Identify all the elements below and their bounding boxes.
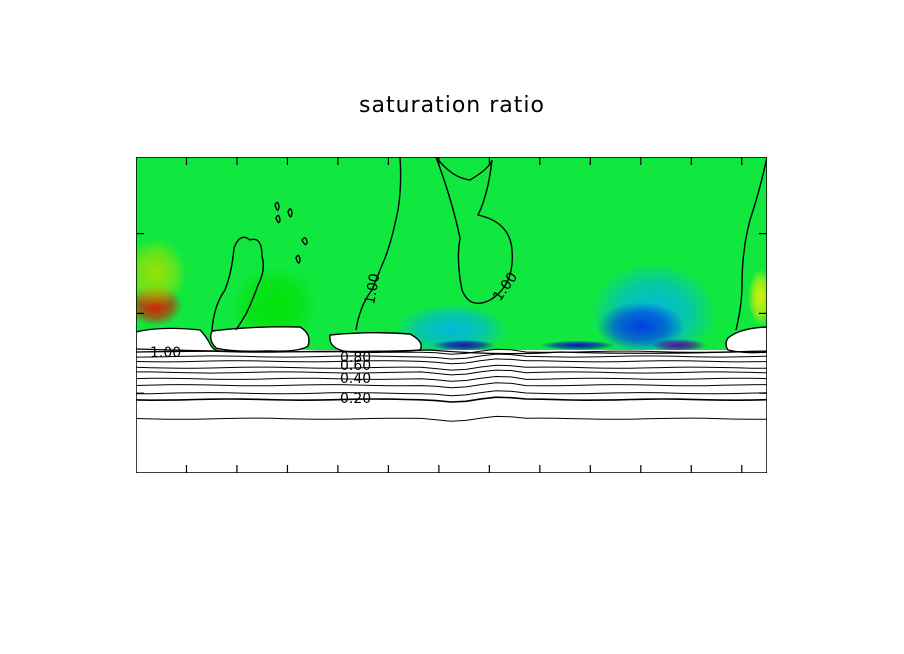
colorbar-swatch	[784, 216, 802, 230]
colorbar-swatch	[784, 310, 802, 324]
colorbar-swatch	[784, 378, 802, 392]
y-tick-label: 10	[109, 306, 127, 322]
contour-1-right	[735, 157, 767, 331]
colorbar-swatch	[784, 432, 802, 446]
chart-title: saturation ratio	[359, 93, 545, 118]
cloud-region	[725, 326, 767, 354]
colorbar-swatch	[784, 243, 802, 257]
y-tick-label: 5	[118, 386, 127, 402]
colorbar-tick-label: 1.0100	[808, 196, 854, 211]
x-tick-label: 28	[480, 484, 498, 500]
x-tick-label: 36	[581, 484, 599, 500]
x-axis: 4 8 12 16 20 24 28 32 36 40 44 48	[182, 157, 751, 500]
y-axis-title: Z−coordinate	[79, 250, 101, 380]
colorbar-swatch	[784, 419, 802, 433]
contour-line	[136, 382, 767, 389]
x-tick-label: 8	[232, 484, 241, 500]
field-blob	[650, 338, 707, 352]
colorbar-swatch	[784, 297, 802, 311]
contour-line	[136, 348, 767, 355]
contour-label: 0.40	[340, 371, 371, 387]
cloud-region	[209, 326, 310, 352]
contour-1-loop	[435, 157, 514, 304]
colorbar-swatch	[784, 392, 802, 406]
colorbar-swatch	[784, 283, 802, 297]
field-blob	[432, 339, 496, 351]
field-blob	[748, 268, 767, 327]
y-tick-label: 15	[109, 227, 127, 243]
x-tick-label: 16	[329, 484, 347, 500]
contour-label: 1.00	[150, 345, 181, 361]
colorbar-swatch	[784, 324, 802, 338]
x-tick-label: 40	[632, 484, 650, 500]
contour-line	[136, 396, 767, 403]
colorbar-tick-label: 1.0060	[808, 250, 854, 265]
colorbar-tick-label: 0.9940	[808, 413, 854, 428]
contour-line	[136, 358, 767, 365]
colorbar-swatch	[784, 338, 802, 352]
x-tick-label: 32	[531, 484, 549, 500]
contour-line	[136, 375, 767, 382]
colorbar-tick-label: 1.0020	[808, 304, 854, 319]
colorbar-tick-label: 0.9960	[808, 386, 854, 401]
contour-small-1	[274, 201, 280, 211]
x-tick-label: 48	[733, 484, 751, 500]
colorbar-tick-label: 0.9980	[808, 359, 854, 374]
colorbar-swatch	[784, 405, 802, 419]
x-tick-label: 20	[379, 484, 397, 500]
cloud-boundary	[136, 348, 767, 355]
contour-1-left	[211, 236, 265, 331]
x-tick-label: 44	[682, 484, 700, 500]
colorbar-tick-label: 0.9900	[808, 467, 854, 482]
contour-small-3	[275, 214, 281, 224]
subsaturated-layer	[136, 350, 767, 473]
contour-label: 0.80	[340, 350, 371, 366]
field-blobs	[136, 238, 767, 365]
field-blob	[136, 238, 187, 309]
field-blob	[230, 265, 319, 346]
contour-label: 1.00	[362, 272, 383, 305]
colorbar-tick-label: 1.0040	[808, 277, 854, 292]
contour-lines	[136, 348, 767, 422]
x-tick-label: 4	[182, 484, 191, 500]
x-tick-label: 12	[279, 484, 297, 500]
contour-small-5	[295, 254, 301, 264]
x-tick-label: 24	[430, 484, 448, 500]
x-unit-label-left: (×1000 m)	[48, 492, 124, 508]
plot-area: 1.00 1.00 1.00 0.80 0.60 0.40 0.20 4 8 12 1…	[48, 157, 854, 596]
contour-small-4	[301, 237, 308, 246]
field-blob	[596, 302, 685, 351]
colorbar-swatch	[784, 446, 802, 460]
colorbar-swatch	[784, 270, 802, 284]
colorbar-tick-label: 0.9920	[808, 440, 854, 455]
colorbar-swatch	[784, 459, 802, 473]
contour-small-2	[287, 208, 293, 218]
colorbar-tick-label: 1.0000	[808, 332, 854, 347]
y-axis: 5 10 15	[109, 227, 767, 402]
contour-line	[136, 364, 767, 371]
contour-interval-note: CONTOUR INTERVAL = 1.000E−01	[340, 581, 564, 596]
colorbar-frame	[784, 202, 802, 473]
x-unit-label-right: (×1000 m)	[684, 504, 760, 520]
upper-contours	[211, 157, 767, 331]
contour-line	[136, 353, 767, 360]
colorbar-swatch	[784, 351, 802, 365]
contour-1-mid	[355, 157, 402, 331]
contour-line	[136, 415, 767, 422]
colorbar-swatch	[784, 365, 802, 379]
colorbar-swatch	[784, 229, 802, 243]
colorbar-swatch	[784, 256, 802, 270]
colorbar-tick-label: 1.0080	[808, 223, 854, 238]
contour-line	[136, 390, 767, 397]
colorbar: 1.0100 1.0080 1.0060 1.0040 1.0020 1.0000 0.99…	[784, 196, 854, 482]
contour-label: 0.20	[340, 391, 371, 407]
colorbar-swatch	[784, 202, 802, 216]
x-axis-title: X−coordinate	[387, 530, 517, 552]
cloud-regions: 1.00 1.00 1.00 0.80 0.60 0.40 0.20	[136, 157, 767, 422]
contour-label: 0.60	[340, 358, 371, 374]
contour-line	[136, 369, 767, 376]
field-blob	[539, 340, 616, 351]
contour-labels: 1.00 1.00 1.00 0.80 0.60 0.40 0.20	[150, 270, 521, 407]
